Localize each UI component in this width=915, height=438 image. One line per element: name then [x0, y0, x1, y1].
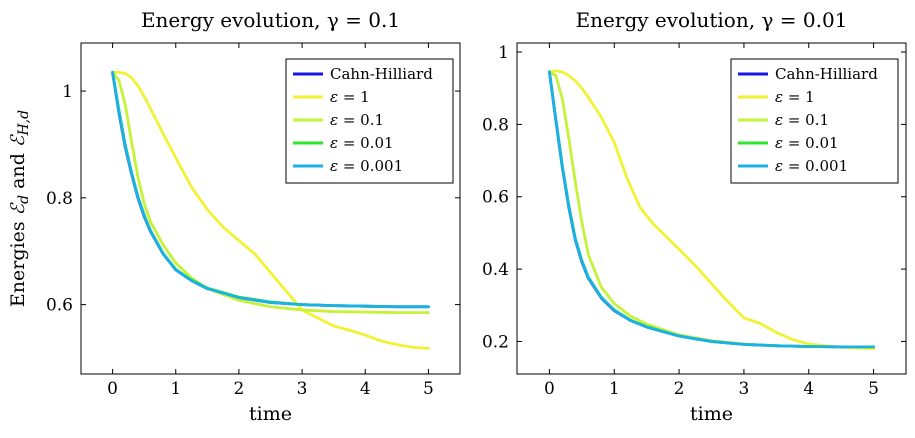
y-axis-label-part-6: H,d	[16, 110, 32, 137]
chart-panel-1: Energy evolution, γ = 0.1 0 1 2 3 4 5 0.6 0.8 1 ti…	[7, 8, 461, 425]
x-axis-label: time	[249, 403, 292, 425]
x-tick-label: 2	[674, 379, 685, 399]
y-tick-label: 1	[498, 43, 509, 63]
legend-value: = 1	[338, 88, 370, 106]
legend-label-5: ε = 0.001	[330, 157, 403, 175]
series-group	[548, 69, 875, 351]
legend-value: = 1	[783, 88, 815, 106]
legend-epsilon: ε	[775, 134, 783, 152]
y-axis-label-part-3: d	[16, 195, 32, 204]
y-axis-label-part-5: ℰ	[7, 133, 29, 147]
x-tick-label: 1	[170, 379, 181, 399]
y-tick-label: 0.8	[482, 115, 509, 135]
series-line-3	[111, 70, 430, 315]
y-tick-label: 0.6	[46, 296, 73, 316]
legend-label-4: ε = 0.01	[775, 134, 839, 152]
chart-panel-2: Energy evolution, γ = 0.01 0 1 2 3 4 5 0.2 0.4 0.…	[482, 8, 907, 425]
axes-frame	[80, 42, 461, 375]
legend-epsilon: ε	[330, 157, 338, 175]
y-tick-label: 0.6	[482, 188, 509, 208]
legend-epsilon: ε	[775, 111, 783, 129]
axes-frame	[516, 42, 907, 375]
legend-epsilon: ε	[330, 134, 338, 152]
series-group	[111, 70, 430, 350]
series-line-5	[111, 70, 430, 309]
x-tick-label: 5	[868, 379, 879, 399]
legend-value: = 0.1	[783, 111, 829, 129]
legend-epsilon: ε	[775, 88, 783, 106]
legend-value: = 0.01	[783, 134, 839, 152]
x-tick-label: 4	[803, 379, 814, 399]
legend-epsilon: ε	[775, 157, 783, 175]
x-tick-label: 3	[739, 379, 750, 399]
chart-title: Energy evolution, γ = 0.1	[141, 8, 400, 32]
y-tick-label: 0.2	[482, 332, 509, 352]
legend-label-2: ε = 1	[775, 88, 815, 106]
y-axis-label-part-1: Energies	[7, 215, 29, 307]
legend-value: = 0.01	[338, 134, 394, 152]
x-tick-label: 4	[360, 379, 371, 399]
x-tick-label: 2	[234, 379, 245, 399]
legend-label-4: ε = 0.01	[330, 134, 394, 152]
y-tick-label: 0.4	[482, 260, 509, 280]
y-axis-label-part-4: and	[7, 147, 29, 195]
x-tick-label: 1	[609, 379, 620, 399]
legend-label-5: ε = 0.001	[775, 157, 848, 175]
legend-epsilon: ε	[330, 88, 338, 106]
legend-label-2: ε = 1	[330, 88, 370, 106]
legend-epsilon: ε	[330, 111, 338, 129]
legend-value: = 0.1	[338, 111, 384, 129]
series-line-2	[111, 70, 430, 350]
legend-label-1: Cahn-Hilliard	[775, 65, 878, 83]
y-tick-label: 1	[62, 82, 73, 102]
series-line-5	[548, 70, 875, 349]
y-tick-label: 0.8	[46, 189, 73, 209]
y-axis-label: Energies ℰd and ℰH,d	[7, 110, 32, 307]
series-line-2	[548, 69, 875, 351]
x-tick-label: 5	[423, 379, 434, 399]
legend-label-3: ε = 0.1	[775, 111, 829, 129]
x-tick-label: 0	[107, 379, 118, 399]
chart-title: Energy evolution, γ = 0.01	[576, 8, 848, 32]
x-tick-label: 0	[544, 379, 555, 399]
x-axis-label: time	[690, 403, 733, 425]
legend-label-1: Cahn-Hilliard	[330, 65, 433, 83]
x-tick-label: 3	[297, 379, 308, 399]
legend-value: = 0.001	[783, 157, 848, 175]
legend-value: = 0.001	[338, 157, 403, 175]
y-axis-label-part-2: ℰ	[7, 201, 29, 215]
legend-label-3: ε = 0.1	[330, 111, 384, 129]
